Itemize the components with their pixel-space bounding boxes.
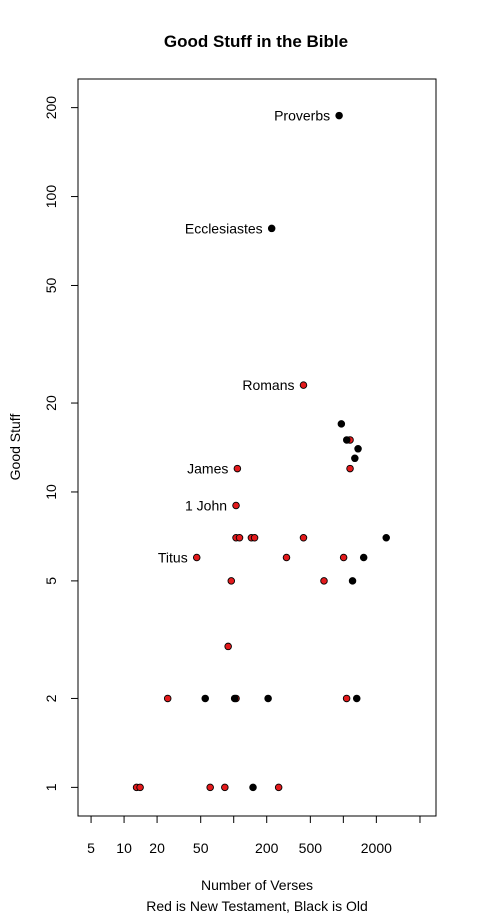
data-point bbox=[348, 577, 357, 585]
data-point bbox=[382, 533, 390, 542]
x-tick-label: 500 bbox=[299, 840, 323, 856]
data-point bbox=[320, 577, 328, 585]
data-point bbox=[227, 577, 236, 585]
x-tick-label: 10 bbox=[116, 840, 132, 856]
point-label: James bbox=[187, 461, 228, 477]
data-point bbox=[201, 694, 209, 703]
data-point bbox=[224, 642, 232, 651]
point-label: 1 John bbox=[185, 497, 227, 513]
data-point bbox=[233, 464, 242, 473]
x-tick-label: 5 bbox=[87, 840, 95, 856]
point-label: Romans bbox=[242, 377, 294, 393]
point-label: Ecclesiastes bbox=[185, 220, 263, 236]
data-point bbox=[342, 436, 351, 444]
y-tick-label: 20 bbox=[43, 395, 59, 411]
y-tick-label: 5 bbox=[43, 577, 59, 585]
data-points bbox=[132, 111, 390, 792]
data-point bbox=[346, 464, 354, 473]
data-point bbox=[206, 783, 214, 792]
data-point bbox=[267, 224, 276, 233]
x-tick-label: 20 bbox=[149, 840, 165, 856]
data-point bbox=[235, 533, 244, 542]
data-point bbox=[282, 553, 291, 562]
data-point bbox=[192, 553, 201, 562]
y-axis-label: Good Stuff bbox=[7, 414, 23, 481]
x-axis: 5 10 20 50 200 500 2000 bbox=[87, 816, 421, 856]
y-tick-label: 200 bbox=[43, 96, 59, 120]
x-axis-label: Number of Verses bbox=[201, 877, 313, 893]
data-point bbox=[335, 111, 343, 120]
data-point bbox=[351, 454, 359, 463]
x-tick-label: 50 bbox=[193, 840, 209, 856]
data-point bbox=[299, 533, 308, 542]
x-tick-label: 2000 bbox=[361, 840, 392, 856]
data-point bbox=[249, 783, 257, 792]
y-tick-label: 10 bbox=[43, 484, 59, 500]
data-point bbox=[339, 553, 348, 562]
data-point bbox=[337, 420, 346, 428]
data-point bbox=[342, 694, 351, 703]
y-tick-label: 50 bbox=[43, 277, 59, 293]
y-axis: 1 2 5 10 20 50 100 200 bbox=[43, 96, 78, 791]
y-tick-label: 1 bbox=[43, 783, 59, 791]
data-point bbox=[232, 501, 240, 510]
point-labels: Proverbs Ecclesiastes Romans James 1 John Tit… bbox=[158, 108, 330, 566]
plot-frame bbox=[77, 78, 437, 817]
data-point bbox=[221, 783, 229, 792]
data-point bbox=[136, 783, 144, 792]
point-label: Titus bbox=[158, 549, 188, 565]
y-tick-label: 100 bbox=[43, 185, 59, 209]
y-tick-label: 2 bbox=[43, 694, 59, 702]
data-point bbox=[163, 694, 172, 703]
point-label: Proverbs bbox=[274, 108, 330, 124]
data-point bbox=[299, 381, 308, 389]
data-point bbox=[354, 445, 362, 453]
data-point bbox=[359, 553, 368, 562]
data-point bbox=[250, 533, 259, 542]
x-axis-sublabel: Red is New Testament, Black is Old bbox=[146, 898, 368, 914]
data-point bbox=[230, 694, 239, 703]
data-point bbox=[264, 694, 272, 703]
data-point bbox=[352, 694, 361, 703]
chart-title: Good Stuff in the Bible bbox=[164, 32, 348, 51]
data-point bbox=[274, 783, 283, 792]
x-tick-label: 200 bbox=[255, 840, 279, 856]
